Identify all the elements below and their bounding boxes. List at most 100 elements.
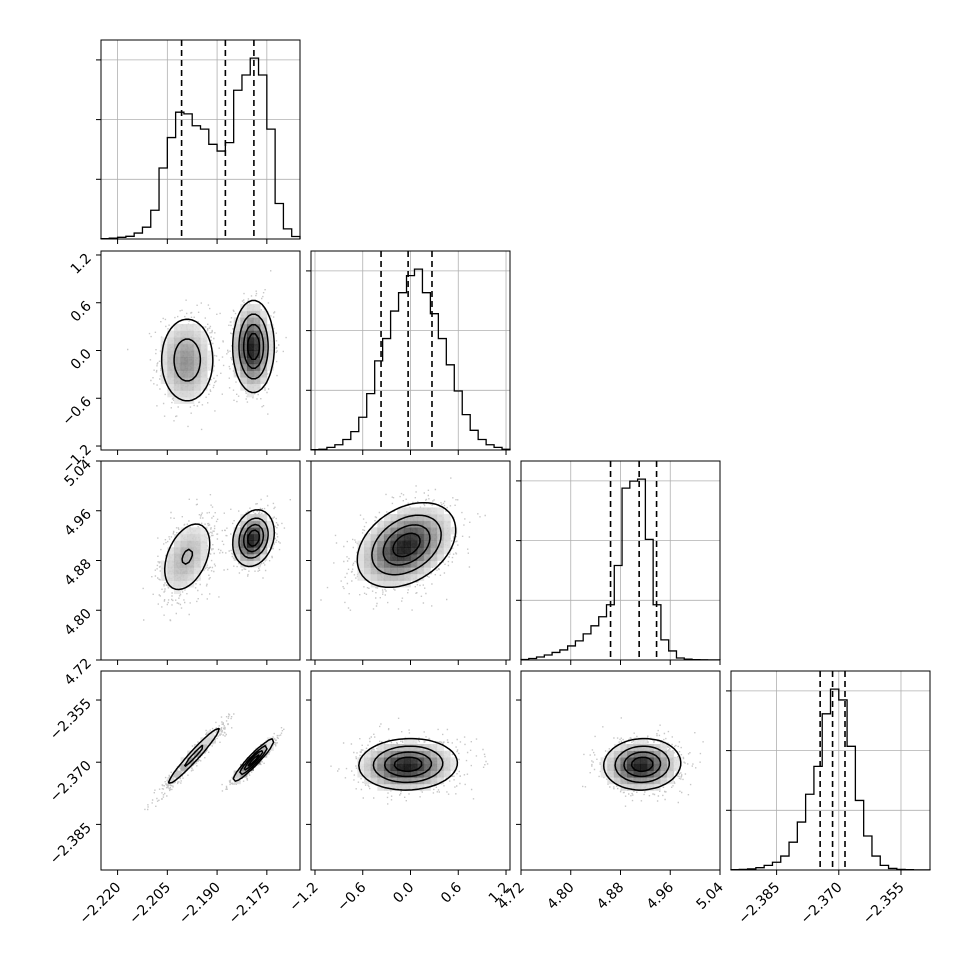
density-cell [253, 323, 261, 331]
density-cell [167, 573, 175, 581]
density-cell [443, 763, 451, 771]
density-cell [193, 357, 201, 365]
density-cell [173, 377, 181, 385]
density-cell [397, 527, 405, 535]
contour-line [184, 744, 268, 776]
density-cell [173, 533, 181, 541]
density-cell [633, 750, 641, 758]
density-cell [666, 750, 674, 758]
density-cell [397, 540, 405, 548]
contour-line [247, 754, 260, 767]
density-cell [173, 350, 181, 358]
density-cell [383, 560, 391, 568]
density-cell [173, 323, 181, 331]
density-cell [430, 520, 438, 528]
density-cell [627, 763, 635, 771]
density-cell [364, 770, 372, 778]
density-cell [266, 520, 274, 528]
joint-panel-1-3 [306, 670, 511, 875]
density-cell [443, 770, 451, 778]
density-cell [640, 750, 648, 758]
density-cell [403, 783, 411, 791]
density-cell [377, 553, 385, 561]
contour-line [371, 514, 442, 576]
density-cell [397, 770, 405, 778]
density-cell [377, 783, 385, 791]
density-cell [160, 560, 168, 568]
density-cell [423, 777, 431, 785]
contour-line [247, 529, 261, 547]
density-cell [167, 553, 175, 561]
density-cell [410, 743, 418, 751]
density-cell [620, 750, 628, 758]
density-cell [187, 750, 195, 758]
density-cell [253, 337, 261, 345]
joint-content [127, 270, 287, 431]
density-cell [430, 514, 438, 522]
density-cell [403, 553, 411, 561]
contour-line [181, 517, 269, 565]
density-cell [397, 553, 405, 561]
density-cell [377, 763, 385, 771]
density-cell [633, 757, 641, 765]
density-cell [673, 757, 681, 765]
density-cell [383, 743, 391, 751]
joint-content [582, 717, 704, 807]
density-cell [246, 527, 254, 535]
density-cell [397, 580, 405, 588]
density-cell [403, 743, 411, 751]
density-cell [390, 553, 398, 561]
density-cell [383, 783, 391, 791]
density-cell [180, 323, 188, 331]
density-cell [423, 757, 431, 765]
density-cell [246, 560, 254, 568]
density-cell [167, 383, 175, 391]
density-cell [410, 750, 418, 758]
density-cell [173, 540, 181, 548]
density-cell [260, 377, 268, 385]
density-cell [660, 757, 668, 765]
density-cell [430, 743, 438, 751]
density-cell [180, 337, 188, 345]
density-cell [200, 553, 208, 561]
density-cell [443, 540, 451, 548]
x-tick-label: −2.370 [798, 880, 846, 928]
density-cell [653, 770, 661, 778]
joint-panel-1-2 [306, 460, 511, 665]
density-cell [660, 763, 668, 771]
density-cell [430, 770, 438, 778]
density-cell [397, 567, 405, 575]
y-tick-label: −2.385 [47, 820, 95, 868]
density-cell [450, 757, 458, 765]
density-cell [397, 573, 405, 581]
density-cell [423, 743, 431, 751]
density-cell [377, 520, 385, 528]
density-cell [253, 330, 261, 338]
density-cell [430, 777, 438, 785]
panel-frame [100, 39, 301, 240]
density-cell [180, 547, 188, 555]
density-cell [390, 547, 398, 555]
density-cell [640, 783, 648, 791]
joint-panel-2-3 [516, 670, 721, 875]
density-cell [640, 777, 648, 785]
density-cell [160, 357, 168, 365]
density-cell [613, 777, 621, 785]
density-cell [397, 514, 405, 522]
density-cell [233, 323, 241, 331]
density-cell [613, 757, 621, 765]
density-cell [383, 527, 391, 535]
density-cell [417, 507, 425, 515]
density-cell [187, 343, 195, 351]
density-cell [200, 540, 208, 548]
density-cell [640, 763, 648, 771]
panel-background [101, 40, 300, 239]
density-cell [180, 763, 188, 771]
density-cell [240, 527, 248, 535]
density-cell [200, 350, 208, 358]
density-cell [397, 520, 405, 528]
density-cell [187, 357, 195, 365]
density-cell [240, 370, 248, 378]
density-cell [266, 337, 274, 345]
density-cell [200, 527, 208, 535]
